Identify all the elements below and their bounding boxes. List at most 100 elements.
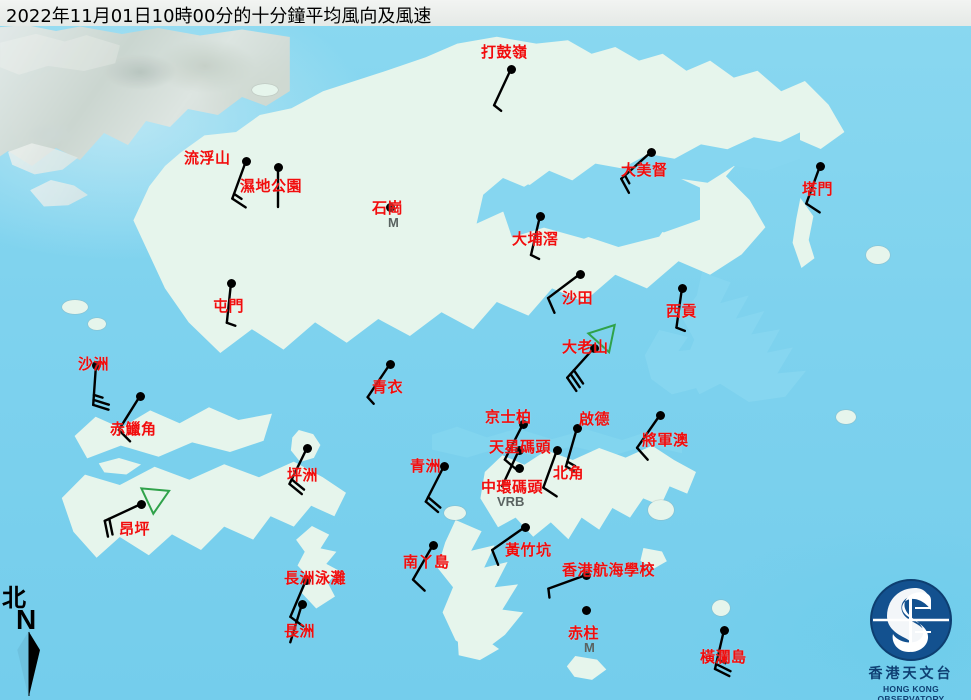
station-marker-dot	[572, 423, 582, 433]
station-marker-dot	[581, 570, 591, 580]
islet-shek-kwu	[457, 638, 500, 661]
station-marker-dot	[575, 269, 585, 279]
wind-barb-icon	[92, 363, 111, 411]
station-name-label: 香港航海學校	[562, 561, 656, 579]
hko-logo-en-text: HONG KONG OBSERVATORY	[877, 684, 945, 700]
station-marker-dot	[439, 461, 449, 471]
wind-barb-icon	[491, 525, 527, 567]
wind-barb-icon	[231, 159, 248, 209]
station-name-label: 坪洲	[287, 466, 319, 484]
station-name-label: 沙田	[562, 289, 594, 307]
station-marker-dot	[273, 162, 283, 172]
station-status-code: M	[584, 640, 595, 655]
station-name-label: 北角	[553, 464, 585, 482]
station-marker-dot	[297, 599, 307, 609]
wind-barb-icon	[547, 573, 588, 599]
station-marker-dot	[581, 605, 591, 615]
islet-tai-a-chau	[98, 458, 142, 475]
hko-logo: 香港天文台 HONG KONG OBSERVATORY	[852, 578, 970, 700]
wind-barb-icon	[366, 362, 392, 405]
wind-barb-icon	[424, 464, 446, 514]
station-marker-dot	[241, 156, 251, 166]
wind-barb-icon	[289, 602, 304, 644]
station-name-label: 南丫島	[403, 553, 450, 571]
islet-shek-o	[640, 548, 667, 570]
wind-barb-icon	[675, 286, 687, 333]
islet-ninepin	[836, 410, 856, 424]
wind-barb-icon	[411, 543, 435, 592]
station-name-label: 青衣	[372, 378, 404, 396]
station-marker-dot	[514, 445, 524, 455]
station-name-label: 西貢	[666, 302, 698, 320]
station-name-label: 大美督	[621, 161, 668, 179]
station-name-label: 青洲	[410, 457, 442, 475]
station-marker-dot	[301, 575, 311, 585]
station-name-label: 打鼓嶺	[481, 43, 528, 61]
wind-barb-icon	[276, 165, 280, 209]
title-strip	[0, 0, 971, 26]
islet-tap-mun-n	[800, 96, 820, 120]
station-name-label: 黃竹坑	[505, 541, 552, 559]
wind-barb-icon	[620, 150, 653, 195]
wind-barb-icon	[288, 446, 309, 496]
page-title: 2022年11月01日10時00分的十分鐘平均風向及風速	[6, 6, 432, 27]
compass-cn-label: 北	[2, 584, 26, 612]
station-name-label: 石崗	[372, 199, 404, 217]
station-marker-dot	[385, 359, 395, 369]
hko-logo-icon	[869, 578, 953, 662]
wind-barb-icon	[103, 487, 171, 538]
islet-tung-lung	[648, 500, 674, 520]
station-marker-dot	[226, 278, 236, 288]
station-name-label: 啟德	[579, 410, 611, 428]
station-name-label: 沙洲	[78, 355, 110, 373]
station-marker-dot	[535, 211, 545, 221]
station-status-code: M	[388, 215, 399, 230]
station-marker-dot	[506, 64, 516, 74]
station-marker-dot	[136, 499, 146, 509]
islet-waglan	[712, 600, 730, 616]
station-name-label: 大埔滘	[512, 230, 559, 248]
islet-po-toi	[566, 656, 607, 680]
wind-barb-icon	[635, 413, 662, 461]
station-marker-dot	[135, 391, 145, 401]
station-marker-dot	[91, 360, 101, 370]
wind-barb-icon	[566, 323, 617, 393]
wind-barb-icon	[225, 281, 237, 327]
station-marker-dot	[655, 410, 665, 420]
station-name-label: 長洲泳灘	[284, 569, 347, 587]
wind-barb-icon	[117, 394, 142, 443]
islet-north-ne	[866, 246, 890, 264]
station-name-label: 塔門	[802, 180, 834, 198]
station-marker-dot	[302, 443, 312, 453]
compass-en-label: N	[16, 604, 37, 635]
islet-lung-kwu	[88, 318, 106, 330]
station-name-label: 屯門	[213, 297, 245, 315]
station-name-label: 長洲	[284, 622, 316, 640]
wind-barb-icon	[542, 448, 559, 498]
islet-kat-o	[792, 198, 815, 268]
wind-barb-icon	[529, 214, 542, 261]
station-marker-dot	[514, 463, 524, 473]
station-name-label: 赤鱲角	[110, 420, 157, 438]
station-marker-dot	[428, 540, 438, 550]
station-name-label: 濕地公園	[240, 177, 303, 195]
wind-barb-icon	[713, 628, 732, 678]
compass-needle-icon	[17, 629, 40, 697]
station-marker-dot	[520, 522, 530, 532]
station-name-label: 昂坪	[119, 520, 151, 538]
islet-soko	[62, 300, 88, 314]
station-marker-dot	[646, 147, 656, 157]
wind-barb-icon	[564, 426, 579, 473]
hko-logo-cn-text: 香港天文台	[868, 666, 954, 682]
station-name-label: 京士柏	[485, 408, 532, 426]
station-name-label: 流浮山	[184, 149, 231, 167]
islet-misc-a	[252, 84, 278, 96]
wind-barb-icon	[500, 448, 521, 488]
station-name-label: 大老山	[562, 338, 609, 356]
compass-rose: 北 N	[2, 586, 60, 698]
station-marker-dot	[518, 419, 528, 429]
station-name-label: 赤柱	[568, 624, 600, 642]
station-status-code: VRB	[497, 494, 525, 509]
station-name-label: 將軍澳	[642, 431, 689, 449]
